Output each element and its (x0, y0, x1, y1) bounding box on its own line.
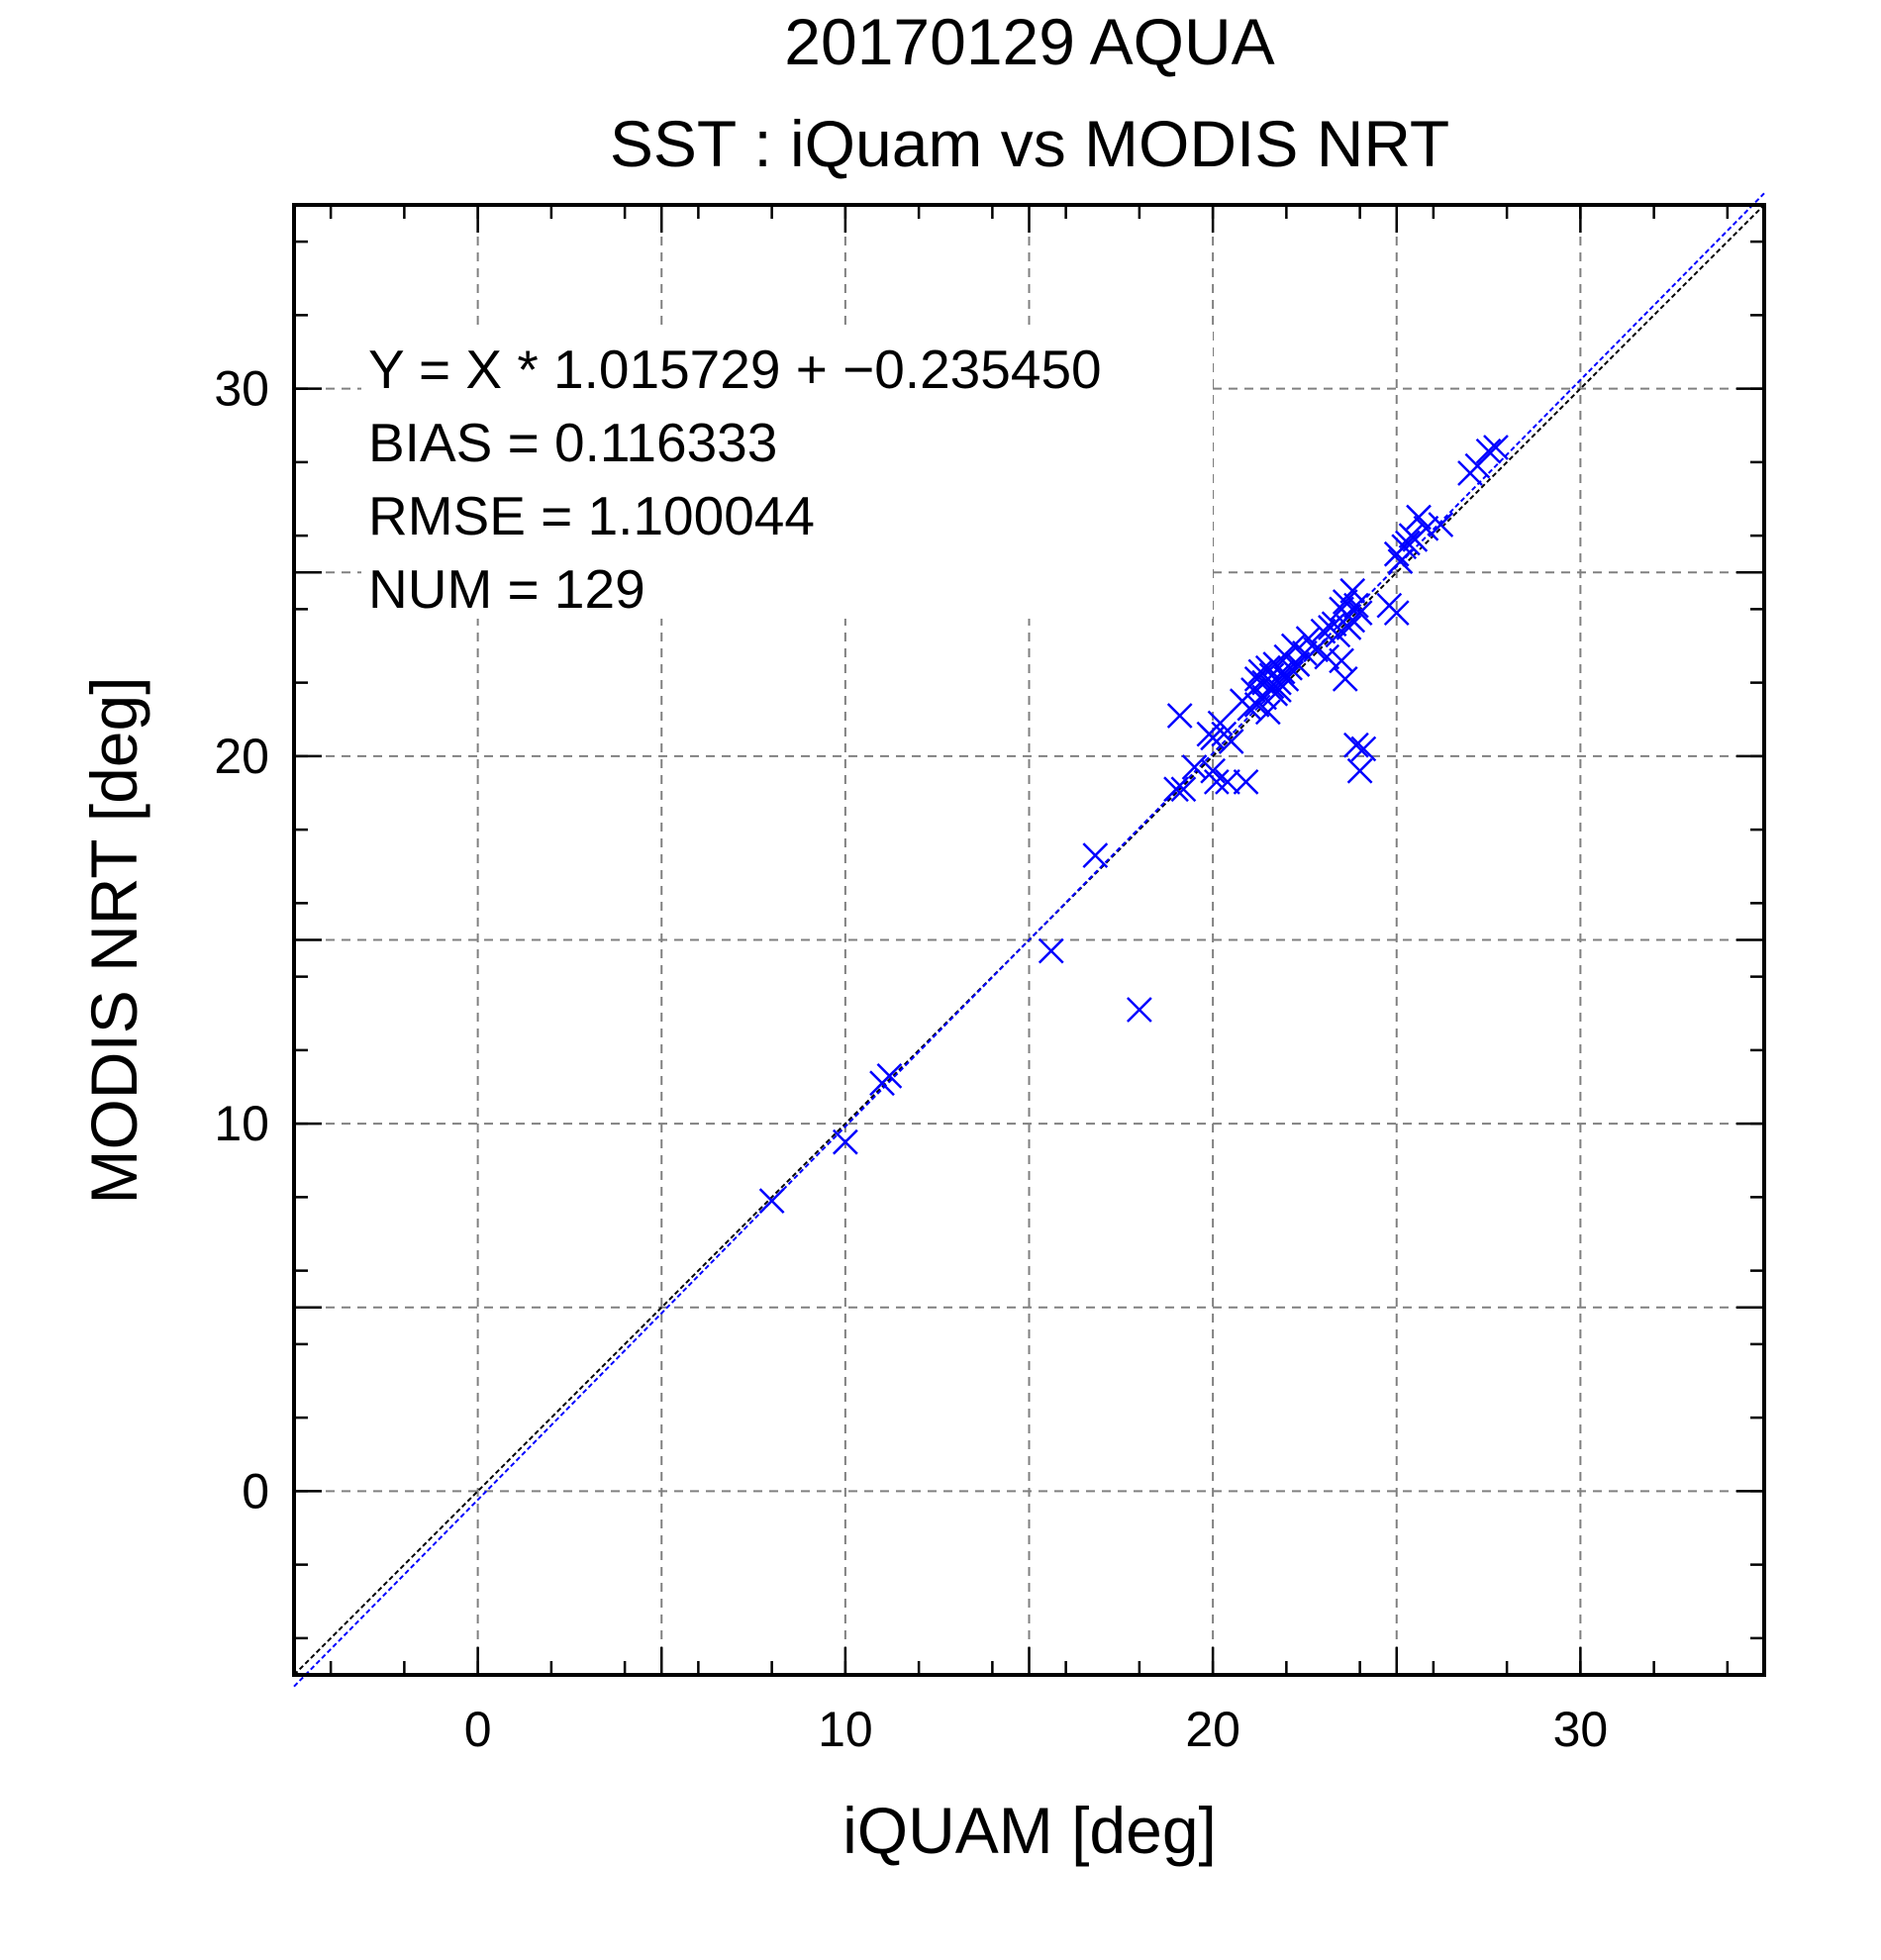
data-point (1218, 729, 1244, 754)
data-point (1406, 504, 1432, 531)
stat-rmse: RMSE = 1.100044 (368, 485, 815, 546)
stat-num: NUM = 129 (368, 558, 645, 620)
data-point (1346, 757, 1373, 784)
data-point (1350, 735, 1377, 762)
axis-ticks (294, 205, 1764, 1675)
y-axis-label: MODIS NRT [deg] (77, 676, 150, 1204)
data-point (1387, 548, 1414, 574)
data-point (1284, 651, 1311, 677)
data-point (1203, 768, 1230, 795)
data-point (1170, 776, 1197, 803)
data-point (758, 1188, 785, 1214)
x-tick-label: 10 (818, 1702, 873, 1757)
data-point (1428, 512, 1454, 538)
chart-subtitle: SST : iQuam vs MODIS NRT (610, 107, 1449, 180)
data-points (758, 435, 1509, 1214)
data-point (1254, 699, 1281, 726)
data-point (1215, 768, 1240, 795)
fit-line (293, 192, 1765, 1688)
data-point (1346, 600, 1373, 626)
data-point (1310, 618, 1336, 644)
stat-bias: BIAS = 0.116333 (368, 412, 777, 473)
data-point (832, 1128, 858, 1155)
data-point (1163, 776, 1189, 803)
regression-lines (293, 192, 1765, 1688)
data-point (1483, 435, 1509, 460)
data-point (1339, 577, 1366, 604)
data-point (1126, 997, 1152, 1023)
plot-frame (292, 203, 1766, 1677)
chart-title: 20170129 AQUA (784, 5, 1274, 78)
y-tick-label: 10 (214, 1096, 269, 1151)
data-point (1233, 768, 1259, 795)
data-point (876, 1062, 903, 1089)
data-point (1303, 637, 1329, 663)
data-point (1332, 666, 1358, 692)
y-tick-label: 0 (242, 1463, 269, 1519)
x-tick-label: 0 (464, 1702, 492, 1757)
data-point (1475, 438, 1502, 464)
data-point (1038, 937, 1064, 964)
data-point (1413, 515, 1439, 541)
data-point (1395, 530, 1421, 556)
data-point (1329, 647, 1354, 674)
data-point (1314, 643, 1340, 670)
data-point (1082, 842, 1109, 868)
y-tick-label: 20 (214, 729, 269, 784)
data-point (1336, 615, 1362, 640)
statistics-background (361, 332, 1213, 619)
data-point (1383, 600, 1410, 626)
data-point (1166, 703, 1193, 729)
x-tick-label: 30 (1553, 1702, 1609, 1757)
stat-regression-equation: Y = X * 1.015729 + −0.235450 (368, 339, 1102, 400)
x-tick-label: 20 (1185, 1702, 1240, 1757)
tick-labels: 0 10 20 30 0 10 20 30 (214, 361, 1608, 1757)
y-tick-label: 30 (214, 361, 269, 417)
data-point (1343, 592, 1369, 619)
x-axis-label: iQUAM [deg] (842, 1794, 1217, 1867)
statistics-box: Y = X * 1.015729 + −0.235450 BIAS = 0.11… (361, 332, 1213, 620)
data-point (1343, 732, 1369, 758)
data-point (1269, 658, 1296, 685)
